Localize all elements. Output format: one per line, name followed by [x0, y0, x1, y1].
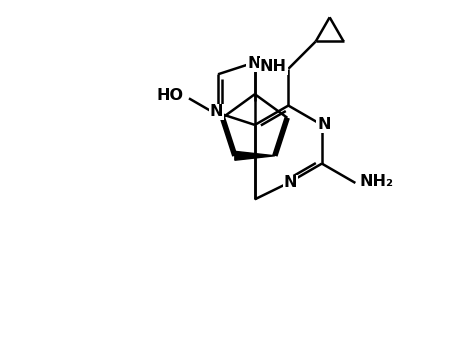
Text: N: N: [284, 175, 297, 190]
Text: NH₂: NH₂: [359, 174, 393, 189]
Text: HO: HO: [157, 88, 184, 103]
Text: NH: NH: [260, 59, 287, 74]
Text: N: N: [247, 56, 261, 71]
Polygon shape: [235, 151, 275, 160]
Text: N: N: [210, 105, 223, 119]
Text: N: N: [317, 118, 331, 132]
